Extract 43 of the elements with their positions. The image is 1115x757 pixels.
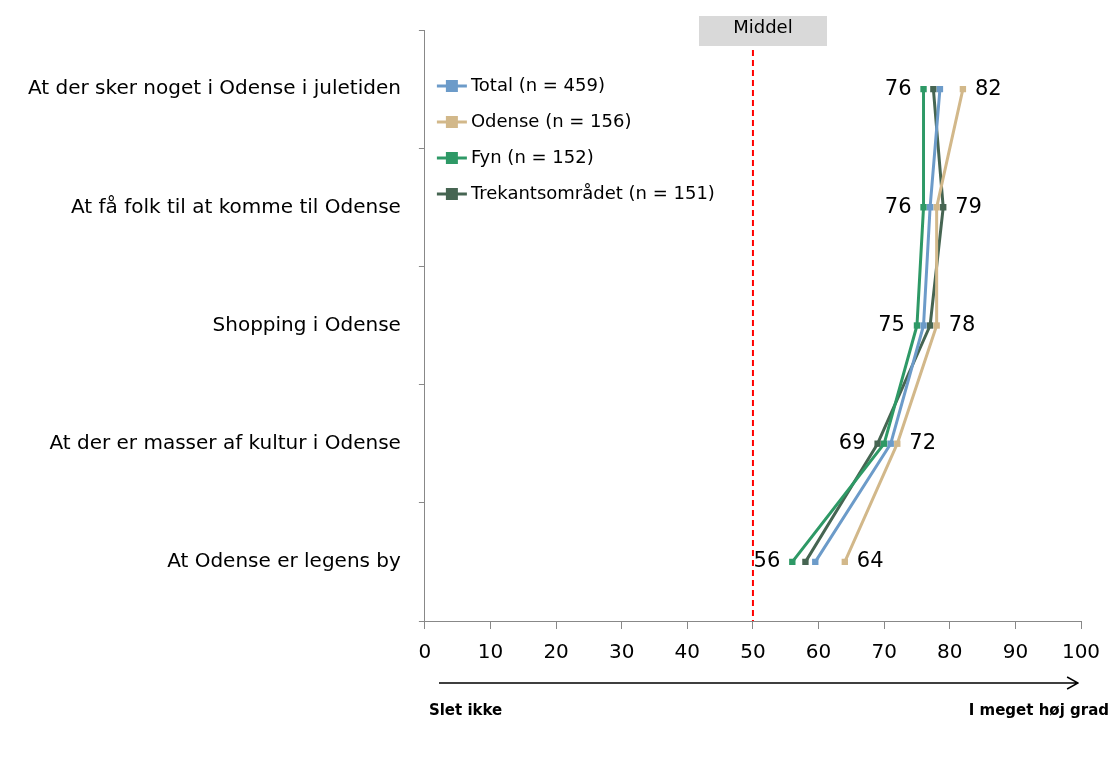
point <box>933 204 940 211</box>
x-tick-label: 0 <box>418 639 432 664</box>
data-label: 72 <box>909 430 937 455</box>
x-tick-label: 30 <box>609 639 635 664</box>
x-tick-label: 20 <box>543 639 569 664</box>
y-tick-label: At få folk til at komme til Odense <box>70 193 401 218</box>
legend-label: Total (n = 459) <box>469 73 605 95</box>
legend-label: Trekantsområdet (n = 151) <box>469 181 715 203</box>
x-tick-label: 40 <box>674 639 701 664</box>
x-tick-label: 50 <box>740 639 766 664</box>
data-label: 76 <box>884 193 912 218</box>
point <box>920 322 927 329</box>
y-tick-label: At Odense er legens by <box>167 548 402 573</box>
legend-label: Odense (n = 156) <box>470 109 632 131</box>
point <box>920 204 927 211</box>
x-tick-label: 60 <box>805 639 832 664</box>
x-tick-label: 100 <box>1061 639 1101 664</box>
y-tick-label: At der sker noget i Odense i juletiden <box>28 75 401 100</box>
data-label: 82 <box>974 75 1002 100</box>
point <box>874 440 881 447</box>
data-label: 56 <box>753 548 781 573</box>
point <box>930 85 937 93</box>
x-tick-label: 10 <box>477 639 504 664</box>
x-tick-label: 80 <box>937 639 963 664</box>
data-label: 79 <box>955 193 982 218</box>
text: Slet ikke <box>428 700 503 719</box>
data-label: 78 <box>948 311 976 336</box>
x-tick-label: 70 <box>871 639 897 664</box>
y-tick-label: At der er masser af kultur i Odense <box>49 429 401 454</box>
point <box>920 85 927 93</box>
point <box>926 322 934 329</box>
data-label: 76 <box>884 75 912 100</box>
text: I meget høj grad <box>968 700 1109 719</box>
point <box>936 85 944 93</box>
data-label: 69 <box>838 430 866 455</box>
point <box>913 322 921 329</box>
y-tick-label: Shopping i Odense <box>212 311 401 336</box>
data-label: 75 <box>878 311 905 336</box>
x-tick-label: 90 <box>1002 639 1029 664</box>
legend-label: Fyn (n = 152) <box>470 145 594 167</box>
point <box>802 558 809 566</box>
data-label: 64 <box>856 548 884 573</box>
point <box>933 322 940 329</box>
